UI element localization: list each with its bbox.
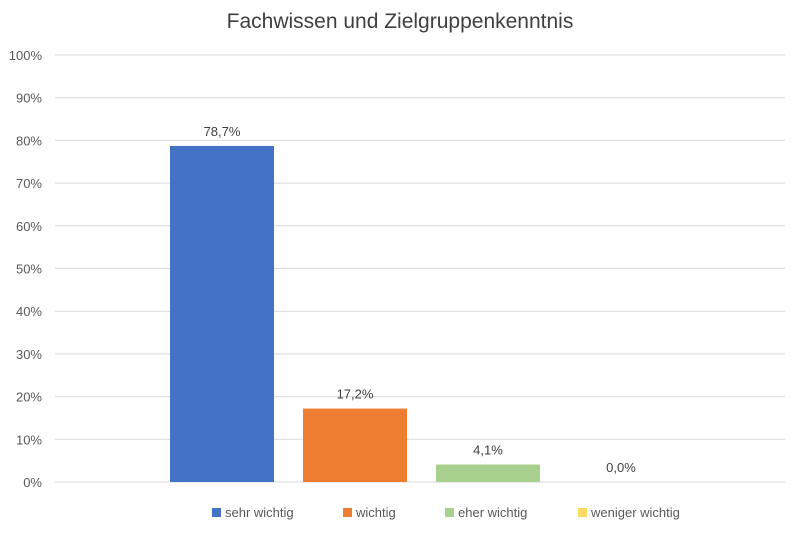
legend-swatch bbox=[445, 508, 454, 517]
bar-1 bbox=[170, 145, 274, 483]
y-tick-label: 20% bbox=[16, 390, 42, 405]
y-tick-label: 50% bbox=[16, 262, 42, 277]
legend-swatch bbox=[212, 508, 221, 517]
legend-swatch bbox=[343, 508, 352, 517]
y-tick-label: 40% bbox=[16, 304, 42, 319]
data-label: 4,1% bbox=[473, 442, 503, 457]
legend-label: weniger wichtig bbox=[590, 505, 680, 520]
y-tick-label: 30% bbox=[16, 347, 42, 362]
data-label: 17,2% bbox=[337, 387, 374, 402]
chart-title: Fachwissen und Zielgruppenkenntnis bbox=[226, 10, 574, 33]
y-tick-label: 100% bbox=[9, 48, 43, 63]
y-tick-label: 80% bbox=[16, 133, 42, 148]
legend-label: eher wichtig bbox=[458, 505, 527, 520]
data-label: 0,0% bbox=[606, 460, 636, 475]
legend-swatch bbox=[578, 508, 587, 517]
data-label: 78,7% bbox=[204, 124, 241, 139]
y-tick-label: 70% bbox=[16, 176, 42, 191]
y-tick-label: 60% bbox=[16, 219, 42, 234]
y-tick-label: 0% bbox=[23, 475, 42, 490]
bar-3 bbox=[436, 464, 540, 482]
legend-label: sehr wichtig bbox=[225, 505, 294, 520]
bar-2 bbox=[303, 408, 407, 482]
legend-label: wichtig bbox=[355, 505, 396, 520]
y-tick-label: 10% bbox=[16, 432, 42, 447]
y-tick-label: 90% bbox=[16, 91, 42, 106]
